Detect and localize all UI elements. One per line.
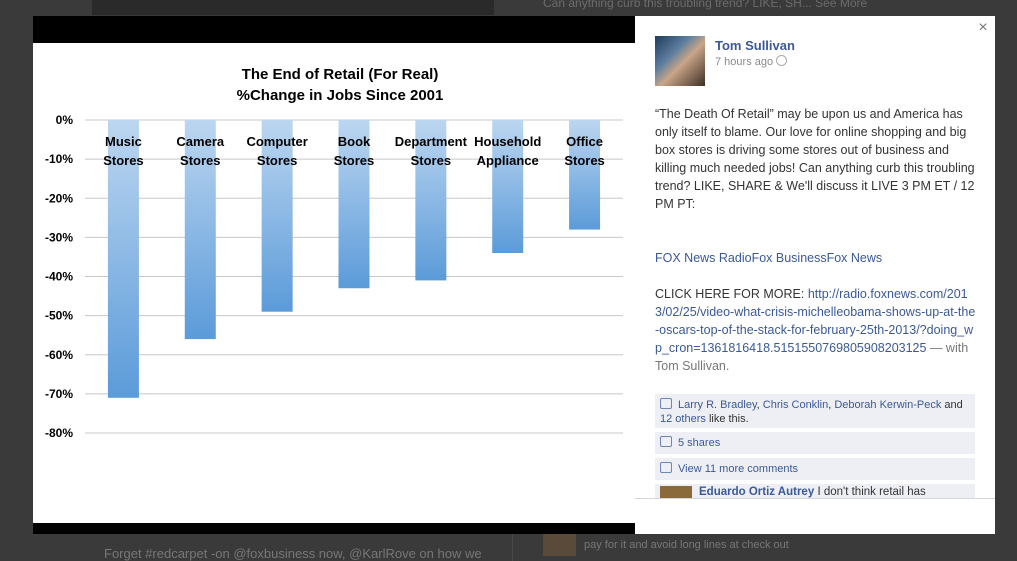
y-tick-label: 0% bbox=[56, 113, 74, 127]
y-tick-label: -10% bbox=[45, 152, 73, 166]
click-here-label: CLICK HERE FOR MORE: bbox=[655, 287, 805, 301]
category-label: Appliance bbox=[477, 153, 539, 168]
bar bbox=[338, 120, 370, 289]
chart-y-ticks: 0% -10% -20% -30% -40% -50% -60% -70% -80% bbox=[45, 113, 73, 440]
panel-separator bbox=[635, 498, 995, 499]
commenter-name[interactable]: Eduardo Ortiz Autrey bbox=[699, 486, 815, 498]
commenter-avatar[interactable] bbox=[660, 486, 692, 498]
category-label: Household bbox=[474, 134, 541, 149]
background-thumbnail bbox=[543, 534, 576, 556]
link-fox-business[interactable]: Fox Business bbox=[751, 251, 827, 265]
category-label: Office bbox=[566, 134, 603, 149]
y-tick-label: -40% bbox=[45, 270, 73, 284]
click-here-line: CLICK HERE FOR MORE: http://radio.foxnew… bbox=[655, 285, 977, 375]
post-time-text: 7 hours ago bbox=[715, 56, 774, 68]
background-post-text-bottom: Forget #redcarpet -on @foxbusiness now, … bbox=[104, 546, 482, 561]
share-icon bbox=[660, 436, 672, 447]
category-label: Stores bbox=[257, 153, 297, 168]
retail-jobs-chart: The End of Retail (For Real) %Change in … bbox=[45, 66, 623, 440]
category-label: Computer bbox=[246, 134, 307, 149]
y-tick-label: -20% bbox=[45, 191, 73, 205]
background-comment-text: pay for it and avoid long lines at check… bbox=[584, 539, 789, 551]
link-fox-news-radio[interactable]: FOX News Radio bbox=[655, 251, 752, 265]
background-divider bbox=[512, 534, 513, 561]
shares-summary: 5 shares bbox=[655, 432, 975, 454]
chart-title: The End of Retail (For Real) bbox=[242, 66, 439, 83]
bar bbox=[415, 120, 447, 281]
comment-item: Eduardo Ortiz Autrey I don't think retai… bbox=[655, 484, 975, 498]
liker-name[interactable]: Chris Conklin bbox=[762, 399, 829, 411]
post-url-link[interactable]: http://radio.foxnews.com/2013/02/25/vide… bbox=[655, 287, 976, 355]
category-label: Camera bbox=[176, 134, 224, 149]
chart-category-labels: Music Stores Camera Stores Computer Stores Boo… bbox=[103, 134, 605, 168]
category-label: Stores bbox=[411, 153, 451, 168]
author-avatar[interactable] bbox=[655, 36, 705, 86]
globe-icon bbox=[776, 55, 788, 66]
bar bbox=[261, 120, 293, 312]
bar bbox=[107, 120, 139, 398]
post-text: “The Death Of Retail” may be upon us and… bbox=[655, 107, 975, 211]
close-icon[interactable]: × bbox=[978, 19, 988, 36]
page-links: FOX News RadioFox BusinessFox News bbox=[655, 249, 977, 267]
category-label: Stores bbox=[180, 153, 220, 168]
bar bbox=[569, 120, 601, 230]
liker-name[interactable]: Deborah Kerwin-Peck bbox=[834, 399, 942, 411]
category-label: Stores bbox=[103, 153, 143, 168]
category-label: Department bbox=[395, 134, 468, 149]
y-tick-label: -80% bbox=[45, 426, 73, 440]
bar bbox=[492, 120, 524, 254]
post-timestamp[interactable]: 7 hours ago bbox=[715, 55, 788, 68]
category-label: Music bbox=[105, 134, 142, 149]
y-tick-label: -30% bbox=[45, 230, 73, 244]
chart-bars bbox=[107, 120, 601, 398]
y-tick-label: -50% bbox=[45, 309, 73, 323]
likes-others-link[interactable]: 12 others bbox=[660, 413, 706, 425]
bar bbox=[184, 120, 216, 340]
liker-name[interactable]: Larry R. Bradley bbox=[678, 399, 757, 411]
category-label: Stores bbox=[334, 153, 374, 168]
background-photo-strip bbox=[92, 0, 494, 15]
shares-link[interactable]: 5 shares bbox=[678, 437, 721, 449]
comment-icon bbox=[660, 462, 672, 473]
view-more-comments: View 11 more comments bbox=[655, 458, 975, 480]
comment-text: Eduardo Ortiz Autrey I don't think retai… bbox=[699, 486, 926, 498]
y-tick-label: -70% bbox=[45, 387, 73, 401]
y-tick-label: -60% bbox=[45, 348, 73, 362]
likes-suffix: like this. bbox=[708, 413, 749, 425]
photo-image[interactable]: The End of Retail (For Real) %Change in … bbox=[33, 43, 635, 523]
view-more-comments-link[interactable]: View 11 more comments bbox=[678, 463, 799, 475]
chart-subtitle: %Change in Jobs Since 2001 bbox=[237, 87, 444, 104]
post-side-panel: × Tom Sullivan 7 hours ago “The Death Of… bbox=[635, 16, 995, 534]
with-tagged-text: — with Tom Sullivan. bbox=[655, 341, 969, 373]
thumbs-up-icon bbox=[660, 398, 672, 409]
background-post-text: Can anything curb this troubling trend? … bbox=[543, 0, 868, 10]
category-label: Stores bbox=[564, 153, 604, 168]
category-label: Book bbox=[338, 134, 371, 149]
post-body: “The Death Of Retail” may be upon us and… bbox=[655, 105, 977, 375]
comment-body: I don't think retail has bbox=[817, 486, 926, 498]
likes-summary: Larry R. Bradley, Chris Conklin, Deborah… bbox=[655, 394, 975, 428]
author-name-link[interactable]: Tom Sullivan bbox=[715, 38, 795, 53]
likes-and-text: and bbox=[944, 399, 963, 411]
link-fox-news[interactable]: Fox News bbox=[826, 251, 883, 265]
photo-stage: The End of Retail (For Real) %Change in … bbox=[33, 16, 635, 534]
